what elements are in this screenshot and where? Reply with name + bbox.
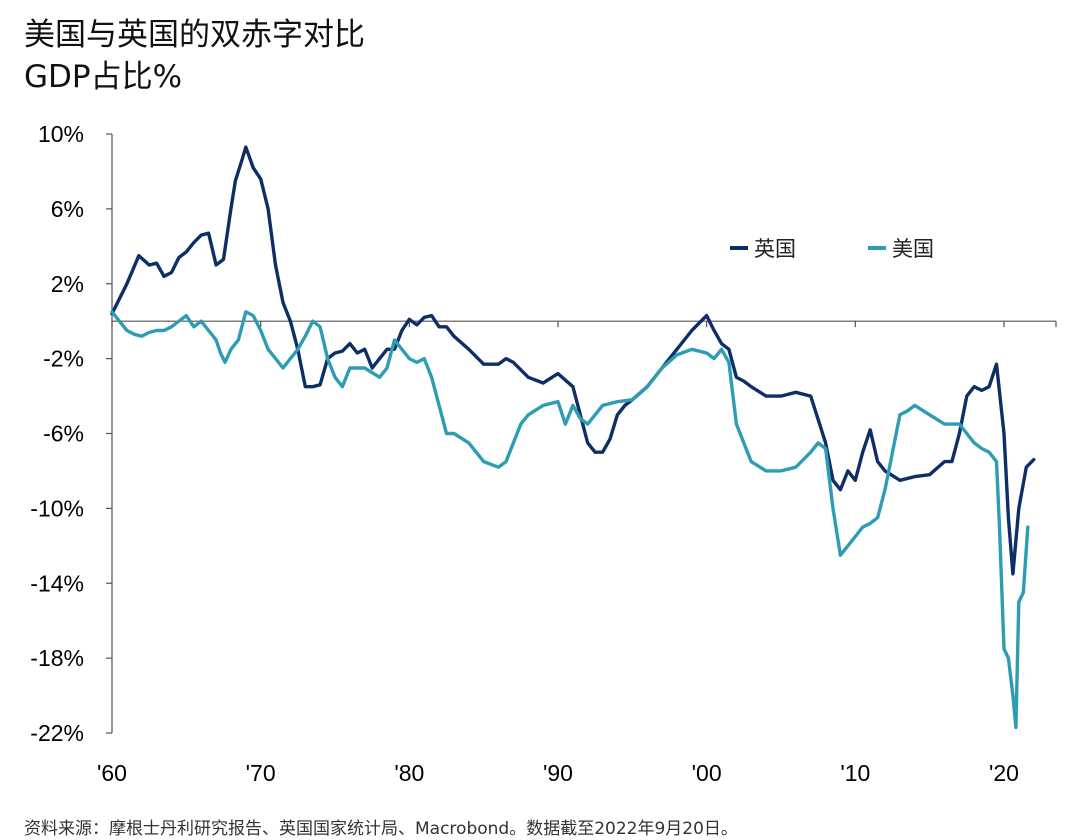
y-tick-label: -22% (30, 720, 84, 746)
y-tick-label: 2% (51, 271, 84, 297)
y-tick-label: 10% (38, 121, 84, 147)
x-tick-label: '20 (989, 760, 1019, 786)
line-chart: 10%6%2%-2%-6%-10%-14%-18%-22% '60'70'80 '… (30, 121, 1057, 786)
x-tick-label: '70 (246, 760, 276, 786)
series-line-uk (110, 145, 1036, 576)
y-tick-label: -6% (43, 421, 84, 447)
chart-title: 美国与英国的双赤字对比 (24, 17, 365, 53)
x-tick-label: '00 (692, 760, 722, 786)
x-axis-ticks: '60 '70 '80 '90 '00 '10 '20 (97, 321, 1057, 786)
y-axis-ticks: 10% 6% 2% -2% -6% -10% -14% -18% -22% (30, 121, 112, 746)
legend-label: 美国 (892, 237, 934, 261)
legend-label: 英国 (754, 237, 796, 261)
x-tick-label: '80 (394, 760, 424, 786)
y-tick-label: -14% (30, 570, 84, 596)
chart-subtitle: GDP占比% (24, 59, 183, 95)
y-tick-label: -18% (30, 645, 84, 671)
chart-title-block: 美国与英国的双赤字对比 GDP占比% (24, 14, 365, 98)
series-line-us (110, 310, 1030, 730)
y-tick-label: 6% (51, 196, 84, 222)
chart-series (110, 145, 1036, 730)
source-note: 资料来源：摩根士丹利研究报告、英国国家统计局、Macrobond。数据截至202… (24, 819, 738, 839)
x-tick-label: '60 (97, 760, 127, 786)
y-tick-label: -10% (30, 495, 84, 521)
chart-legend: 英国 美国 (730, 237, 934, 261)
x-tick-label: '10 (840, 760, 870, 786)
y-tick-label: -2% (43, 346, 84, 372)
x-tick-label: '90 (543, 760, 573, 786)
